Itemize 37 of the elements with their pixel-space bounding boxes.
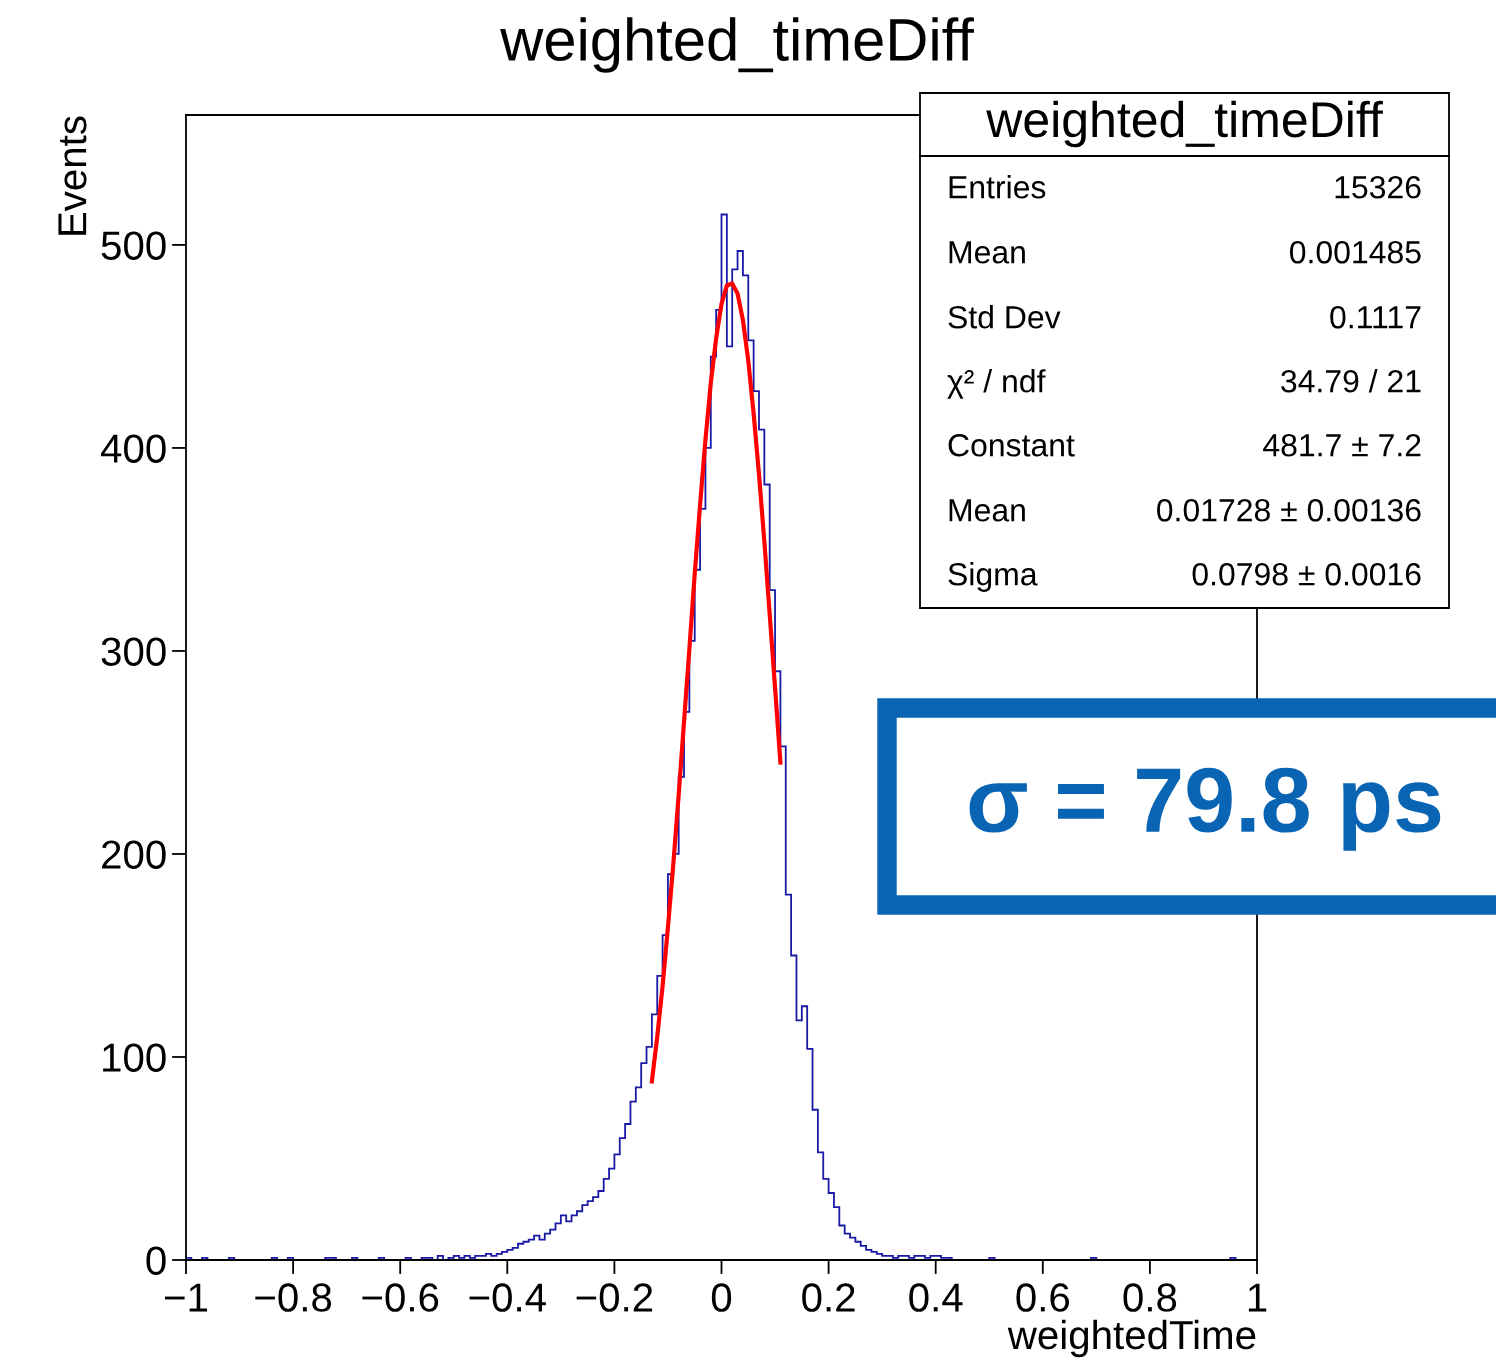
annotation: 0.0798 ± 0.0016 — [1192, 562, 1421, 586]
annotation: Mean — [949, 241, 1025, 264]
annotation: Constant — [948, 433, 1075, 457]
chart-title: weighted_timeDiff — [500, 17, 974, 73]
x-tick-label: −0.6 — [362, 1283, 439, 1312]
x-tick-label: 0.2 — [802, 1283, 855, 1312]
y-tick-label: 200 — [102, 840, 166, 869]
text: 481.7 ± 7.2 — [1263, 433, 1421, 457]
x-tick-label: 0.4 — [909, 1283, 963, 1312]
text: 0.1117 — [1330, 305, 1421, 329]
x-tick-label: −1 — [165, 1283, 207, 1312]
text: 0.001485 — [1290, 240, 1421, 264]
text: 34.79 / 21 — [1281, 369, 1421, 393]
y-axis-title: Events — [58, 116, 87, 235]
x-tick-label: 1 — [1248, 1283, 1267, 1312]
annotation: Std Dev — [948, 305, 1061, 329]
annotation: Sigma — [948, 562, 1038, 592]
x-tick-label: 0 — [711, 1283, 732, 1312]
annotation: Mean — [949, 499, 1025, 522]
y-tick-label: 500 — [101, 231, 166, 260]
y-tick-label: 300 — [101, 637, 166, 666]
annotation: σ = 79.8 ps — [969, 767, 1441, 851]
y-tick-label: 400 — [100, 434, 166, 463]
line-series — [649, 281, 783, 1084]
x-axis-title: weightedTime — [1007, 1319, 1256, 1358]
annotation: weighted_timeDiff — [986, 100, 1383, 148]
y-tick-label: 0 — [146, 1246, 166, 1275]
annotation: χ² / ndf — [947, 369, 1046, 399]
text: 15326 — [1335, 175, 1421, 199]
annotation: Entries — [949, 175, 1046, 199]
x-tick-label: 0.6 — [1016, 1283, 1070, 1312]
annotation: 0.01728 ± 0.00136 — [1157, 498, 1421, 522]
x-tick-label: −0.8 — [255, 1283, 332, 1312]
x-tick-label: −0.4 — [469, 1283, 546, 1312]
y-tick-label: 100 — [103, 1043, 166, 1072]
x-tick-label: −0.2 — [576, 1283, 653, 1312]
x-tick-label: 0.8 — [1123, 1283, 1177, 1312]
